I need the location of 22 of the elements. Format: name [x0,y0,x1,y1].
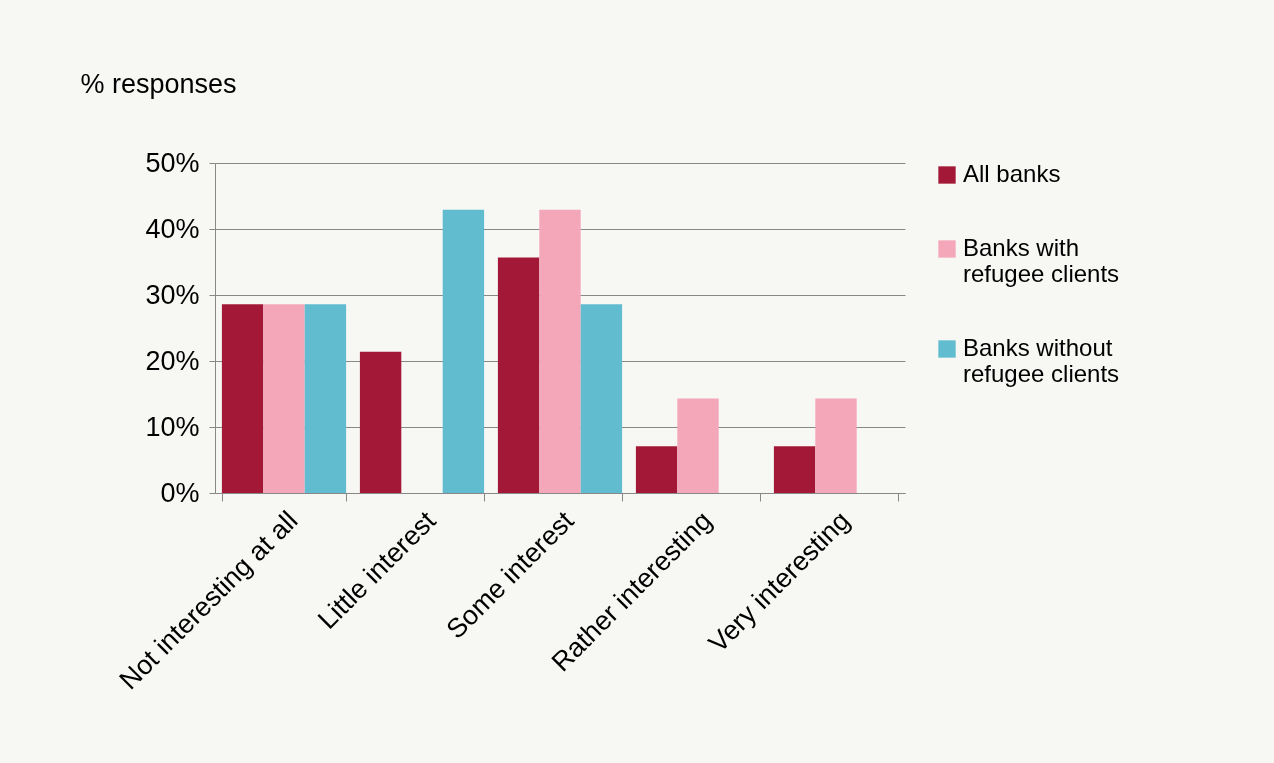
y-tick-label: 30% [145,279,200,310]
bar [815,398,857,493]
bar [263,304,305,493]
y-tick-label: 10% [145,411,200,442]
y-tick-label: 0% [160,477,200,508]
bar [580,304,623,493]
bar [539,209,581,493]
legend-label: Banks with refugee clients [963,234,1120,287]
bar [304,304,347,493]
bar [635,446,678,493]
legend-label: All banks [963,160,1061,187]
y-tick-label: 40% [145,213,200,244]
bar [773,446,816,493]
bar [497,257,540,493]
bar [677,398,719,493]
bar [359,351,402,493]
y-axis-title: % responses [80,68,237,99]
bar [442,209,485,493]
y-tick-label: 20% [145,345,200,376]
bar [221,304,264,493]
legend-label: Banks without refugee clients [963,334,1120,387]
y-tick-label: 50% [145,147,200,178]
